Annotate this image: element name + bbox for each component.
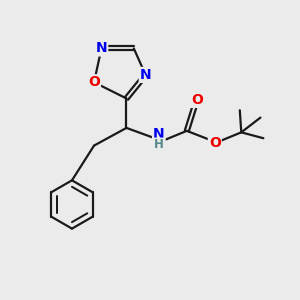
Text: O: O <box>88 75 100 89</box>
Text: N: N <box>153 128 165 141</box>
Text: H: H <box>154 139 164 152</box>
Text: N: N <box>96 41 107 56</box>
Text: O: O <box>191 93 203 107</box>
Text: N: N <box>140 68 152 82</box>
Text: O: O <box>209 136 221 150</box>
